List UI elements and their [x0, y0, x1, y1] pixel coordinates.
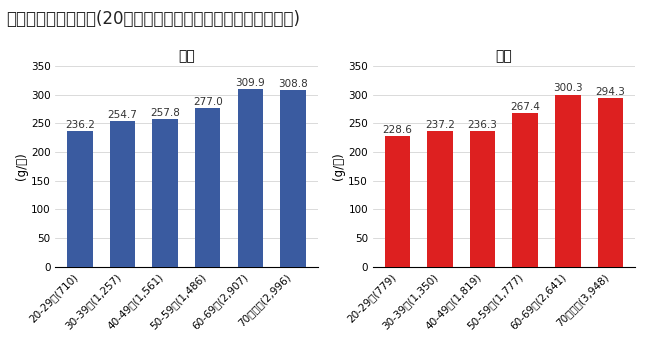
Bar: [597, 98, 623, 266]
Text: 300.3: 300.3: [553, 83, 582, 93]
Text: 308.8: 308.8: [278, 79, 307, 89]
Bar: [68, 131, 93, 266]
Text: 254.7: 254.7: [108, 110, 138, 120]
Text: 257.8: 257.8: [150, 108, 180, 118]
Text: 267.4: 267.4: [510, 102, 540, 112]
Y-axis label: (g/日): (g/日): [333, 153, 346, 180]
Bar: [237, 89, 263, 266]
Bar: [427, 131, 453, 266]
Y-axis label: (g/日): (g/日): [15, 153, 28, 180]
Bar: [195, 108, 220, 266]
Bar: [385, 136, 410, 266]
Text: 236.3: 236.3: [468, 120, 498, 130]
Bar: [555, 94, 580, 266]
Text: 309.9: 309.9: [235, 78, 265, 88]
Text: 237.2: 237.2: [425, 120, 455, 130]
Bar: [512, 113, 538, 266]
Text: 277.0: 277.0: [193, 97, 222, 107]
Text: 236.2: 236.2: [65, 120, 95, 130]
Text: 294.3: 294.3: [595, 87, 625, 97]
Text: 野菜摂取量の平均値(20歳以上、性・年齢階級別、全国補正値): 野菜摂取量の平均値(20歳以上、性・年齢階級別、全国補正値): [6, 10, 300, 28]
Title: 男性: 男性: [178, 49, 195, 64]
Bar: [470, 131, 495, 266]
Title: 女性: 女性: [495, 49, 512, 64]
Bar: [110, 121, 135, 266]
Bar: [152, 119, 178, 266]
Bar: [280, 90, 305, 266]
Text: 228.6: 228.6: [383, 125, 413, 135]
